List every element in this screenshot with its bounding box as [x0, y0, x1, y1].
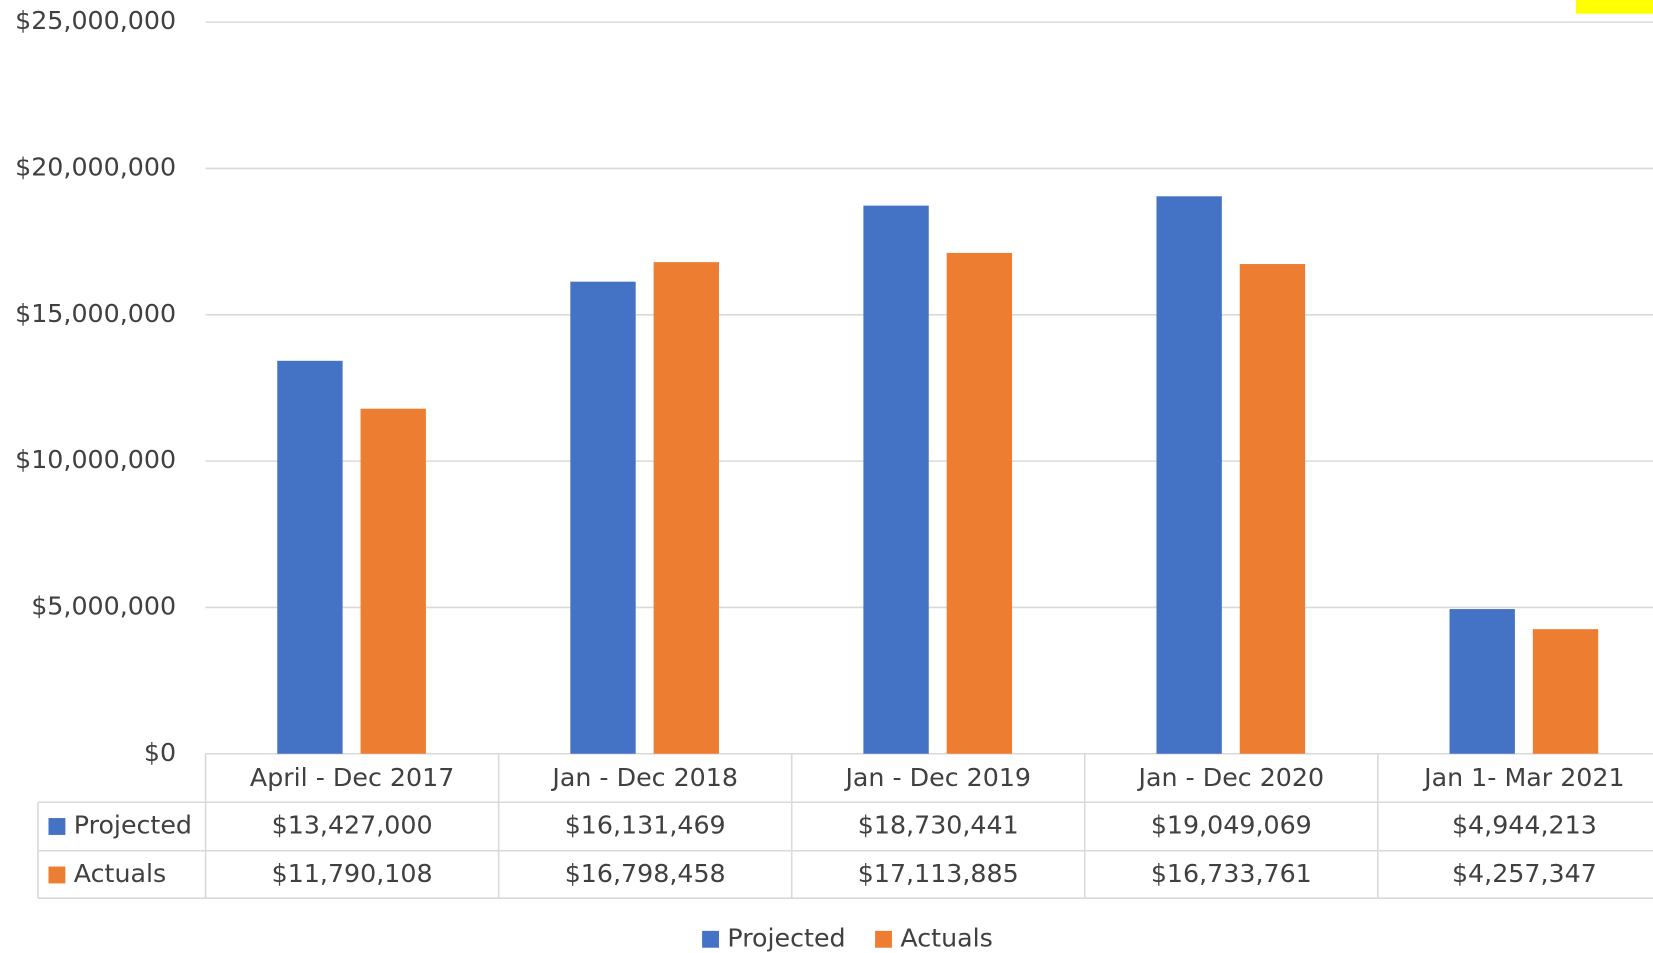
table-cell: $4,257,347 — [1452, 859, 1597, 888]
bar — [1239, 264, 1306, 754]
x-tick-label: Jan - Dec 2019 — [843, 763, 1031, 792]
y-tick-label: $10,000,000 — [15, 445, 176, 474]
table-cell: $16,798,458 — [565, 859, 726, 888]
legend-swatch — [48, 866, 66, 884]
table-row-label: Projected — [74, 810, 192, 839]
bar — [360, 408, 426, 754]
table-cell: $16,733,761 — [1151, 859, 1312, 888]
bar — [1532, 629, 1599, 754]
x-tick-label: Jan 1- Mar 2021 — [1422, 763, 1624, 792]
table-row-label: Actuals — [74, 859, 166, 888]
table-cell: $19,049,069 — [1151, 810, 1312, 839]
y-tick-label: $25,000,000 — [15, 6, 176, 35]
legend-label: Projected — [727, 923, 845, 952]
y-tick-label: $15,000,000 — [15, 299, 176, 328]
table-cell: $11,790,108 — [272, 859, 433, 888]
highlight — [1576, 0, 1653, 14]
x-tick-label: Jan - Dec 2020 — [1137, 763, 1325, 792]
table-cell: $16,131,469 — [565, 810, 726, 839]
legend-swatch — [875, 930, 892, 948]
bar — [570, 281, 636, 754]
table-cell: $13,427,000 — [272, 810, 433, 839]
table-cell: $4,944,213 — [1452, 810, 1597, 839]
legend-swatch — [702, 930, 719, 948]
table-cell: $17,113,885 — [858, 859, 1019, 888]
bar — [277, 360, 343, 754]
y-tick-label: $20,000,000 — [15, 152, 176, 181]
y-tick-label: $0 — [144, 738, 176, 767]
y-tick-label: $5,000,000 — [31, 591, 176, 620]
bar — [653, 262, 719, 754]
x-tick-label: April - Dec 2017 — [250, 763, 454, 792]
bar — [946, 252, 1013, 754]
bar — [1156, 196, 1222, 754]
bar — [863, 205, 929, 754]
table-cell: $18,730,441 — [858, 810, 1019, 839]
legend-label: Actuals — [900, 923, 992, 952]
bar — [1449, 609, 1515, 754]
x-tick-label: Jan - Dec 2018 — [550, 763, 738, 792]
legend-swatch — [48, 818, 66, 835]
